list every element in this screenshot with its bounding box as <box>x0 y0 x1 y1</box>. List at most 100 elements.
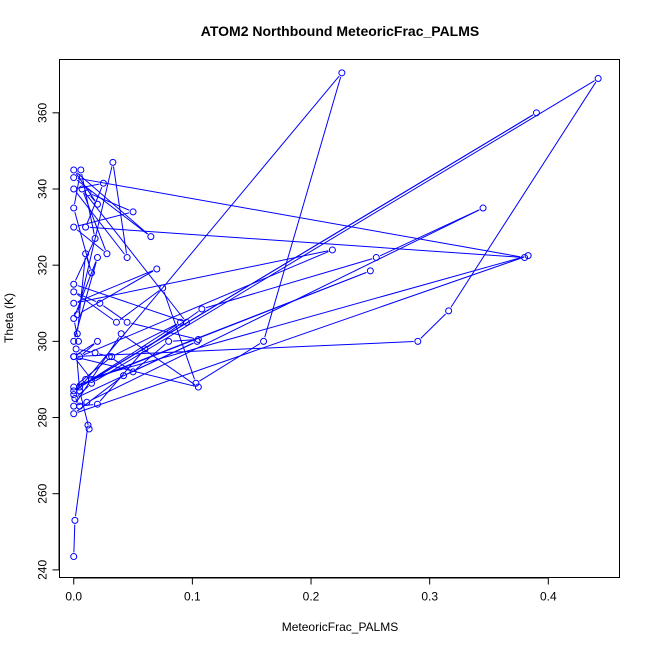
data-point <box>77 166 85 174</box>
series-segment <box>77 270 154 303</box>
series-segment <box>172 339 195 342</box>
series-segment <box>76 229 104 252</box>
data-point <box>84 189 92 197</box>
data-point <box>105 353 113 361</box>
data-point <box>93 400 101 408</box>
x-tick-label: 0.2 <box>303 590 320 604</box>
data-point <box>120 372 128 380</box>
data-point <box>82 250 90 258</box>
data-point <box>70 553 78 561</box>
data-point <box>129 208 137 216</box>
data-point <box>70 410 78 418</box>
data-point <box>99 179 107 187</box>
data-point <box>112 318 120 326</box>
data-point <box>123 318 131 326</box>
data-point <box>192 379 200 387</box>
y-tick-label: 360 <box>36 102 50 122</box>
data-point <box>129 368 137 376</box>
data-point <box>73 330 81 338</box>
series-segment <box>205 258 373 309</box>
x-tick-label: 0.3 <box>421 590 438 604</box>
series-segment <box>74 322 79 338</box>
data-point <box>117 330 125 338</box>
data-point <box>91 349 99 357</box>
data-point <box>71 394 79 402</box>
series-segment <box>76 377 121 412</box>
series-segment <box>77 341 414 357</box>
data-point <box>445 307 453 315</box>
data-point <box>70 402 78 410</box>
x-tick-label: 0.1 <box>184 590 201 604</box>
series-segment <box>76 381 83 389</box>
data-point <box>82 223 90 231</box>
chart-title: ATOM2 Northbound MeteoricFrac_PALMS <box>201 23 479 39</box>
data-point <box>70 387 78 395</box>
data-point <box>141 345 149 353</box>
data-point <box>71 516 79 524</box>
data-point <box>109 158 117 166</box>
data-point <box>165 337 173 345</box>
data-point <box>153 265 161 273</box>
series-segment <box>74 173 81 205</box>
y-tick-label: 260 <box>36 483 50 503</box>
series-segment <box>90 209 480 401</box>
data-point <box>70 337 78 345</box>
data-point <box>93 337 101 345</box>
series-segment <box>77 256 525 413</box>
data-point <box>193 337 201 345</box>
y-tick-label: 300 <box>36 331 50 351</box>
series-segment <box>83 251 329 356</box>
data-point <box>70 223 78 231</box>
data-point <box>70 299 78 307</box>
data-point <box>85 425 93 433</box>
series-segment <box>82 343 95 355</box>
y-tick-label: 340 <box>36 179 50 199</box>
y-tick-label: 320 <box>36 255 50 275</box>
data-point <box>70 185 78 193</box>
data-point <box>91 235 99 243</box>
data-point <box>84 421 92 429</box>
series-segment <box>76 293 114 321</box>
y-tick-label: 240 <box>36 560 50 580</box>
series-segment <box>90 195 96 202</box>
series-segment <box>102 305 124 321</box>
series-segment <box>119 290 160 321</box>
series-segment <box>77 250 329 303</box>
series-segment <box>89 256 525 379</box>
data-point <box>70 353 78 361</box>
series-segment <box>163 291 196 380</box>
x-axis: 0.0 0.1 0.2 0.3 0.4 <box>65 577 557 604</box>
data-point <box>103 250 111 258</box>
data-point <box>479 204 487 212</box>
data-point <box>88 269 96 277</box>
data-point <box>372 254 380 262</box>
data-point <box>93 200 101 208</box>
data-point <box>70 315 78 322</box>
series-segment <box>75 192 125 255</box>
data-point <box>366 267 374 275</box>
y-tick-label: 280 <box>36 407 50 427</box>
series-segment <box>77 166 113 311</box>
data-point <box>532 109 540 117</box>
series-segment <box>74 261 97 338</box>
data-point <box>83 398 91 406</box>
data-point <box>70 174 78 182</box>
data-point <box>194 335 202 343</box>
data-point <box>74 337 82 345</box>
y-axis-label: Theta (K) <box>2 293 16 343</box>
x-tick-label: 0.0 <box>65 590 82 604</box>
data-point <box>594 75 602 83</box>
series-segment <box>199 343 261 382</box>
series-segment <box>86 257 91 269</box>
data-point <box>414 337 422 345</box>
data-point <box>182 318 190 326</box>
series-segment <box>84 191 185 320</box>
data-point <box>70 204 78 212</box>
data-point <box>70 288 78 296</box>
series-segment <box>75 398 79 403</box>
data-point <box>338 69 346 77</box>
series-segment <box>77 114 534 390</box>
data-point <box>198 305 206 313</box>
series-segment <box>73 524 76 553</box>
